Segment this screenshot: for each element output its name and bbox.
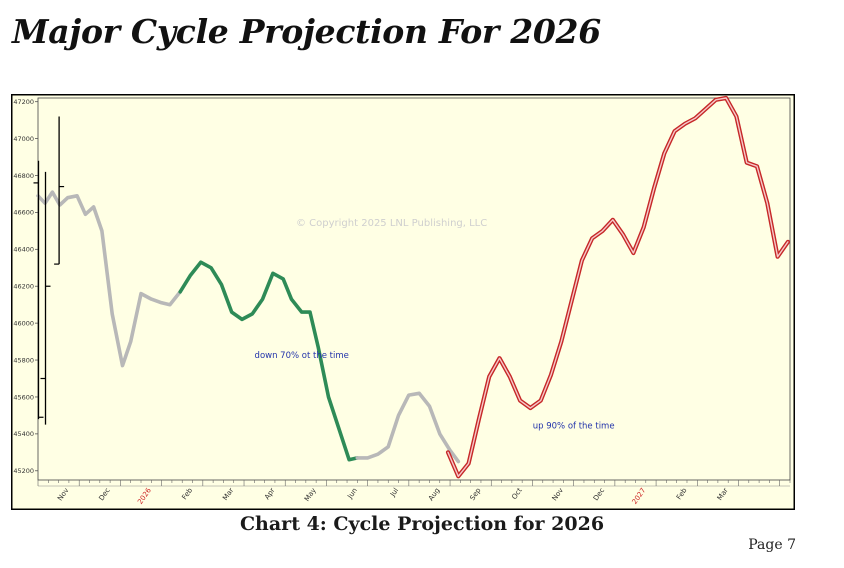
y-tick-label: 46600 (13, 209, 34, 217)
series-up-phase (445, 95, 790, 479)
series-layer (36, 95, 790, 479)
page-number: Page 7 (748, 537, 796, 553)
copyright-watermark: © Copyright 2025 LNL Publishing, LLC (296, 218, 487, 229)
chart-annotation: up 90% of the time (533, 421, 615, 431)
page-title: Major Cycle Projection For 2026 (12, 12, 601, 51)
series-line (36, 190, 182, 368)
series-line (178, 260, 360, 462)
price-bar (40, 171, 51, 425)
chart-caption: Chart 4: Cycle Projection for 2026 (239, 513, 605, 535)
price-bar (33, 160, 44, 420)
y-tick-label: 45800 (13, 356, 34, 364)
y-tick-label: 46800 (13, 172, 34, 180)
y-tick-label: 46400 (13, 246, 34, 254)
annotation-layer: down 70% ot the time up 90% of the time (255, 351, 615, 431)
series-cycle-early (36, 190, 182, 368)
y-tick-label: 46200 (13, 283, 34, 291)
series-line-highlight (447, 97, 789, 477)
y-tick-label: 47200 (13, 98, 34, 106)
price-bars-layer (33, 116, 65, 425)
chart-background (12, 95, 794, 509)
price-bar (54, 116, 65, 265)
cycle-projection-chart: 45200 45400 45600 45800 46000 46200 46400 46600… (11, 94, 795, 510)
series-cycle-mid (355, 391, 461, 464)
chart-annotation: down 70% ot the time (255, 351, 349, 361)
watermark-layer: © Copyright 2025 LNL Publishing, LLC (296, 218, 487, 229)
y-tick-label: 47000 (13, 135, 34, 143)
y-tick-label: 46000 (13, 319, 34, 327)
y-tick-label: 45600 (13, 393, 34, 401)
y-tick-label: 45400 (13, 430, 34, 438)
chart-svg: 45200 45400 45600 45800 46000 46200 46400 46600… (11, 94, 795, 510)
series-down-phase (178, 260, 360, 462)
y-tick-label: 45200 (13, 467, 34, 475)
series-line (355, 391, 461, 464)
